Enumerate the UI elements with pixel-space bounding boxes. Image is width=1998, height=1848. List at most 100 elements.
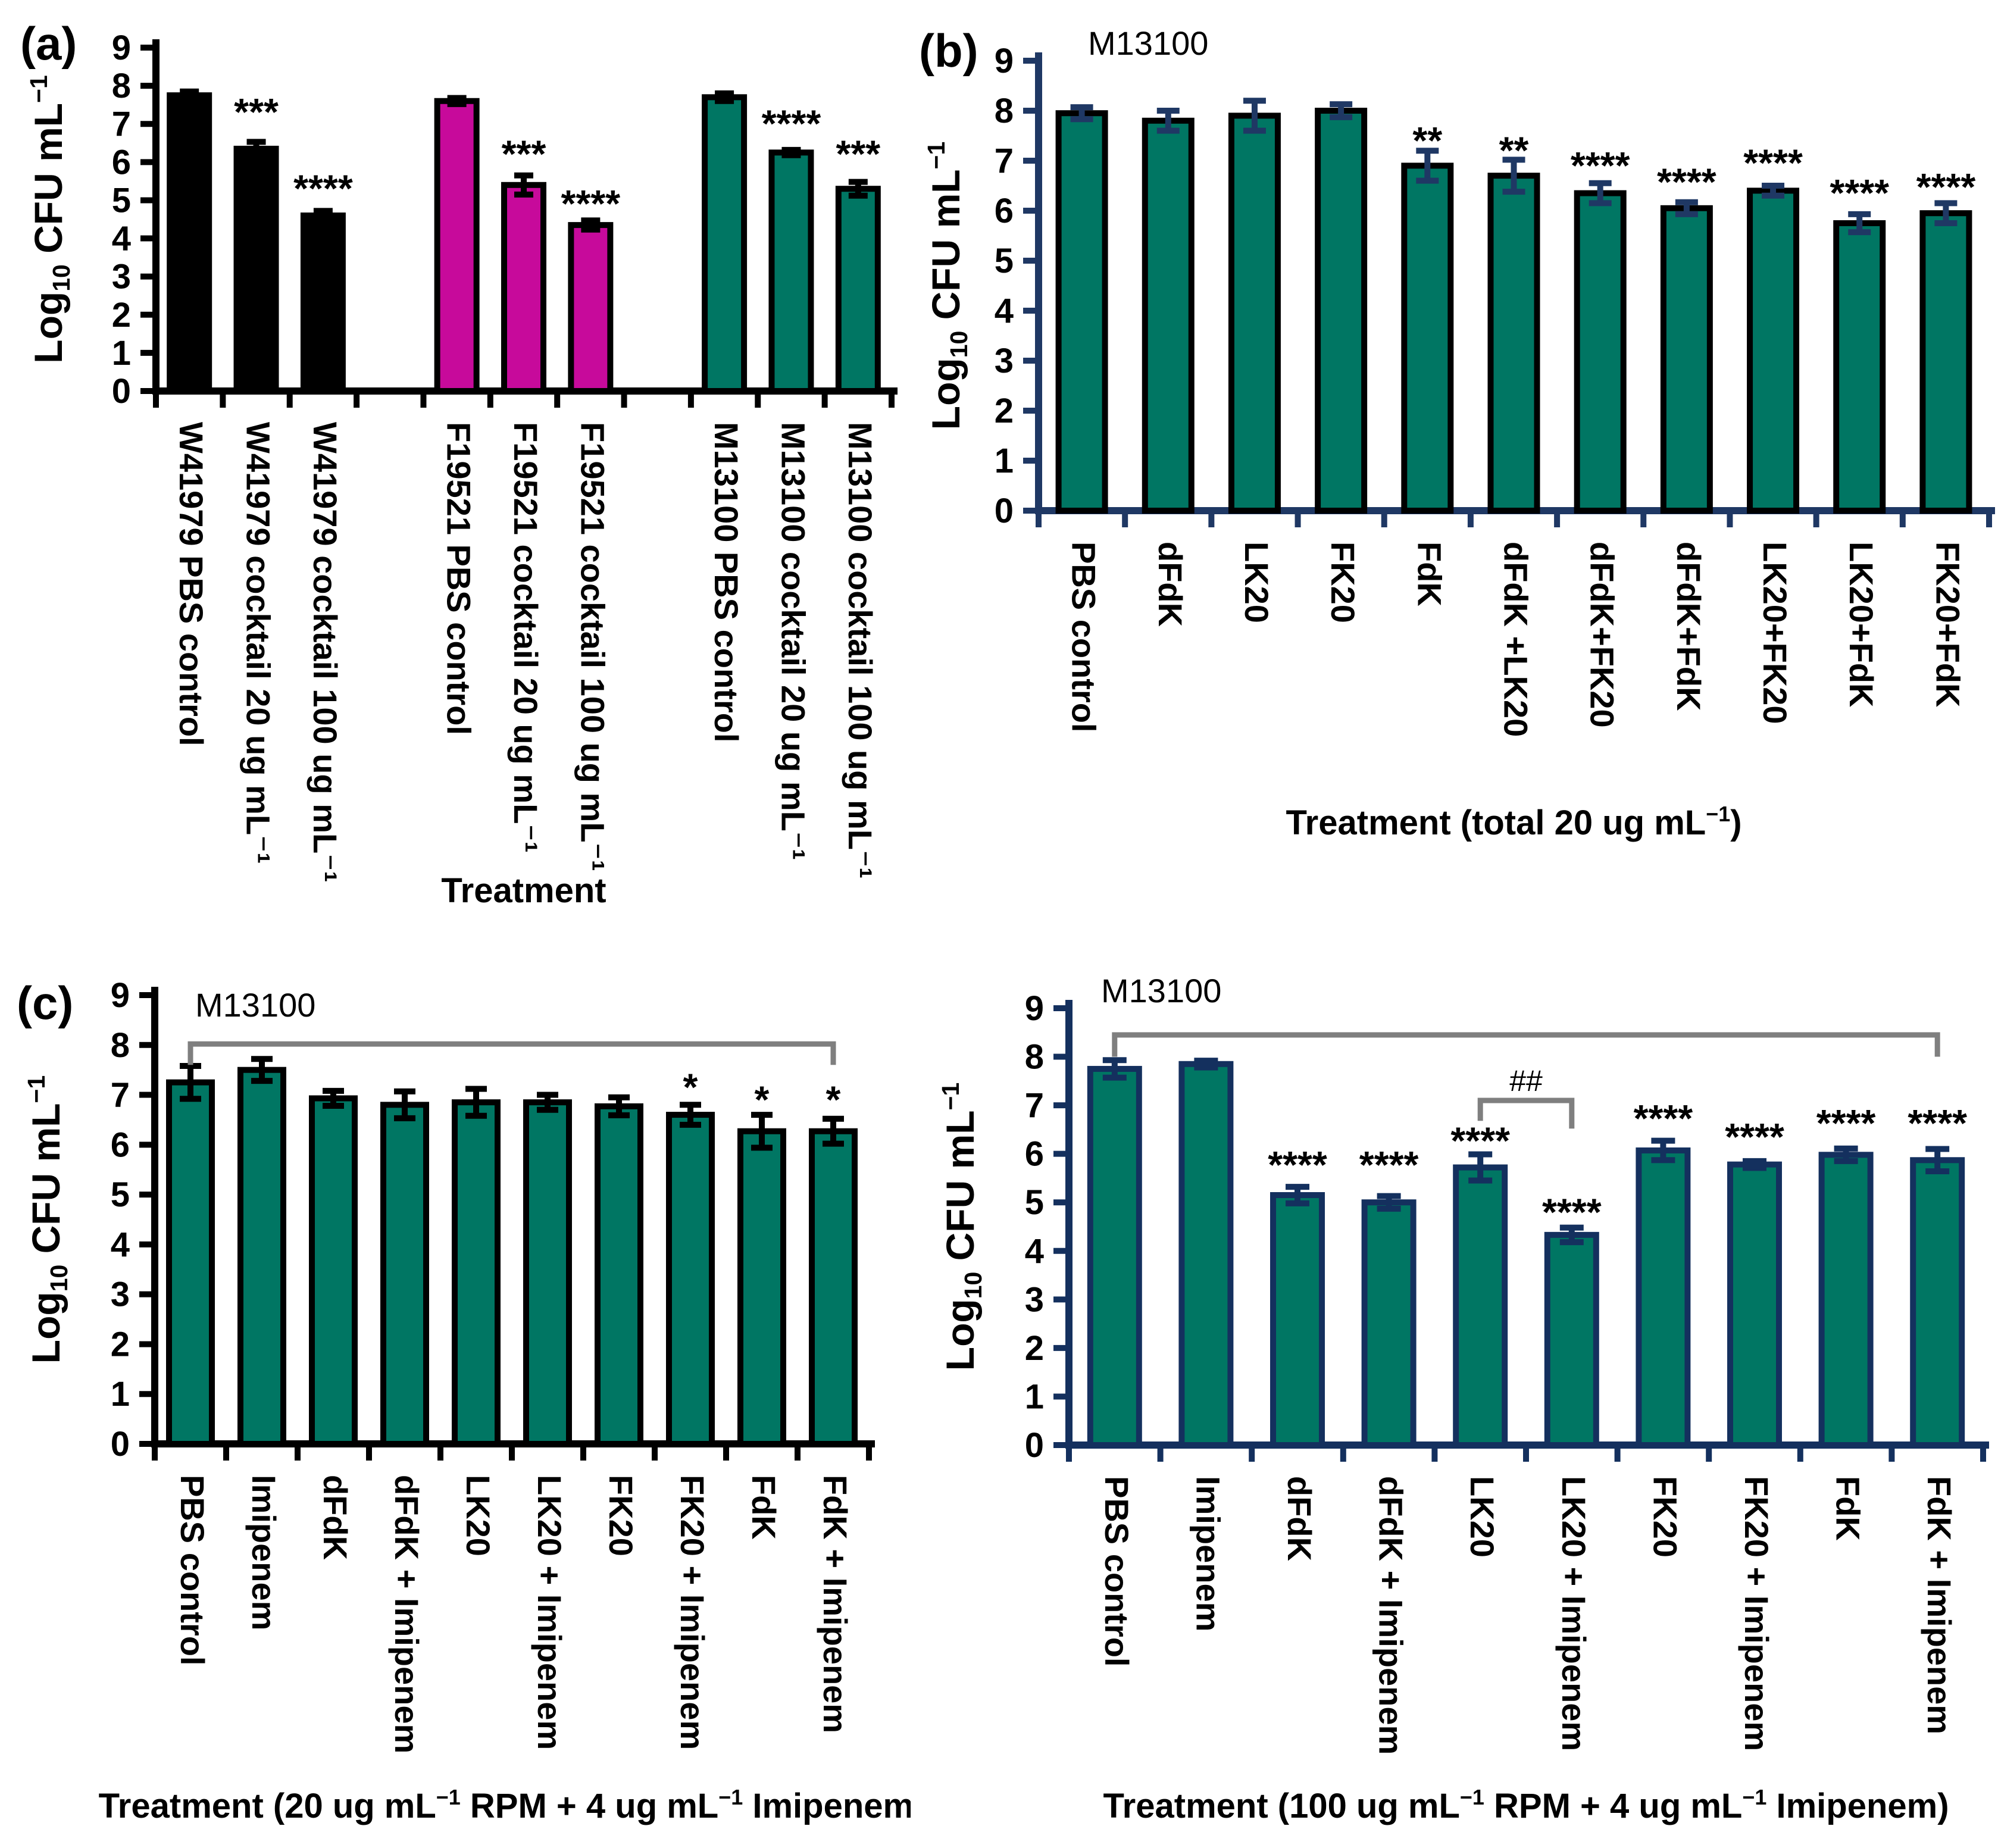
bar xyxy=(568,222,614,394)
y-tick-label: 1 xyxy=(111,1375,130,1414)
significance-marker: *** xyxy=(836,133,880,176)
bar xyxy=(233,145,279,394)
significance-marker: **** xyxy=(762,102,821,145)
panel-label: (c) xyxy=(17,977,73,1029)
y-tick-label: 9 xyxy=(112,29,131,67)
category-label: dFdK + Imipenem xyxy=(388,1475,426,1753)
significance-marker: **** xyxy=(1816,1102,1876,1145)
y-tick-label: 0 xyxy=(995,492,1014,530)
category-label: FK20 xyxy=(602,1475,640,1556)
significance-marker: **** xyxy=(1916,165,1976,208)
category-label: F19521 PBS control xyxy=(440,422,478,735)
category-label: F19521 cocktail 100 ug mL⁻¹ xyxy=(574,422,611,871)
x-axis-title: Treatment (100 ug mL−1 RPM + 4 ug mL−1 I… xyxy=(1103,1785,1949,1825)
chart-title: M13100 xyxy=(1088,24,1208,62)
y-tick-label: 2 xyxy=(111,1325,130,1364)
category-label: W41979 cocktail 100 ug mL⁻¹ xyxy=(307,422,344,882)
y-tick-label: 4 xyxy=(112,220,131,258)
y-tick-label: 8 xyxy=(112,67,131,105)
y-tick-label: 2 xyxy=(1025,1329,1044,1368)
category-label: FdK + Imipenem xyxy=(817,1475,854,1733)
category-label: dFdK xyxy=(1152,542,1189,627)
y-tick-label: 8 xyxy=(1025,1038,1044,1077)
panel-b-chart: 0 1 2 3 4 5 6 7 8 9 Log10 CFU mL−1 ** ** **** **** ****… xyxy=(911,0,1998,928)
y-tick-label: 7 xyxy=(1025,1086,1044,1125)
y-tick-label: 2 xyxy=(995,392,1014,430)
bar xyxy=(1487,173,1540,514)
y-tick-label: 3 xyxy=(995,342,1014,380)
bar xyxy=(452,1099,501,1447)
bar xyxy=(1055,110,1108,514)
bar xyxy=(237,1067,286,1447)
bracket-label: ## xyxy=(1509,1064,1543,1097)
y-tick-label: 8 xyxy=(995,92,1014,130)
y-tick-label: 9 xyxy=(995,42,1014,80)
category-label: FdK + Imipenem xyxy=(1921,1476,1958,1734)
significance-marker: **** xyxy=(1657,161,1716,204)
bar xyxy=(1818,1152,1874,1448)
bar xyxy=(768,149,814,394)
category-label: FdK xyxy=(1411,542,1448,606)
bar xyxy=(835,186,881,394)
significance-marker: **** xyxy=(1830,171,1889,214)
bar xyxy=(1361,1199,1417,1448)
chart-svg: 0 1 2 3 4 5 6 7 8 9 Log10 CFU mL−1 * * * PBS control Im… xyxy=(17,976,911,1825)
category-label: FK20 xyxy=(1324,542,1362,623)
significance-marker: **** xyxy=(1908,1102,1967,1145)
category-label: LK20 xyxy=(1238,542,1275,623)
x-axis-title: Treatment xyxy=(441,871,606,910)
category-label: LK20 xyxy=(459,1475,497,1556)
significance-marker: *** xyxy=(502,133,546,176)
bar xyxy=(1142,117,1195,514)
category-label: dFdK+FK20 xyxy=(1584,542,1621,728)
significance-marker: *** xyxy=(234,90,279,133)
bar xyxy=(167,92,212,394)
significance-marker: **** xyxy=(1634,1097,1693,1140)
bar xyxy=(702,94,748,394)
y-axis-title: Log10 CFU mL−1 xyxy=(23,1075,73,1364)
y-tick-label: 3 xyxy=(112,258,131,296)
y-tick-label: 2 xyxy=(112,296,131,334)
y-tick-label: 4 xyxy=(1025,1232,1044,1271)
bar xyxy=(1178,1061,1234,1449)
category-label: LK20+FdK xyxy=(1843,542,1880,708)
y-tick-label: 4 xyxy=(111,1225,130,1264)
significance-marker: **** xyxy=(1268,1143,1327,1186)
panel-label: (b) xyxy=(919,24,978,77)
category-label: M13100 cocktail 100 ug mL⁻¹ xyxy=(842,422,879,878)
bar xyxy=(1315,108,1368,514)
category-label: LK20+FK20 xyxy=(1756,542,1794,724)
y-tick-label: 0 xyxy=(1025,1426,1044,1465)
chart-title: M13100 xyxy=(1101,972,1221,1009)
category-label: LK20 + Imipenem xyxy=(1555,1476,1593,1751)
bar xyxy=(1270,1192,1325,1448)
bar xyxy=(1833,220,1886,514)
significance-marker: **** xyxy=(1359,1143,1419,1186)
bar xyxy=(1919,210,1972,514)
panel-a-chart: 0 1 2 3 4 5 6 7 8 9 Log10 CFU mL−1 *** **** *** **** **… xyxy=(0,0,911,928)
bar xyxy=(1544,1231,1599,1448)
bar xyxy=(166,1079,215,1447)
category-label: M13100 cocktail 20 ug mL⁻¹ xyxy=(774,422,812,860)
significance-marker: **** xyxy=(1725,1115,1784,1158)
comparison-bracket xyxy=(187,1041,836,1065)
bar xyxy=(1401,162,1454,514)
significance-marker: ** xyxy=(1412,119,1442,162)
x-axis-title: Treatment (20 ug mL−1 RPM + 4 ug mL−1 Im… xyxy=(99,1785,911,1825)
significance-marker: **** xyxy=(1542,1190,1602,1233)
y-tick-label: 1 xyxy=(1025,1377,1044,1416)
y-tick-label: 6 xyxy=(995,192,1014,230)
y-tick-label: 1 xyxy=(995,442,1014,480)
x-axis-title: Treatment (total 20 ug mL−1) xyxy=(1286,802,1741,842)
y-tick-label: 8 xyxy=(111,1026,130,1065)
bar xyxy=(809,1128,858,1447)
comparison-bracket xyxy=(1112,1032,1940,1057)
bar xyxy=(434,98,480,394)
bar xyxy=(737,1128,786,1447)
y-tick-label: 5 xyxy=(111,1175,130,1214)
category-label: PBS control xyxy=(1065,542,1103,732)
category-label: dFdK + Imipenem xyxy=(1372,1476,1410,1755)
